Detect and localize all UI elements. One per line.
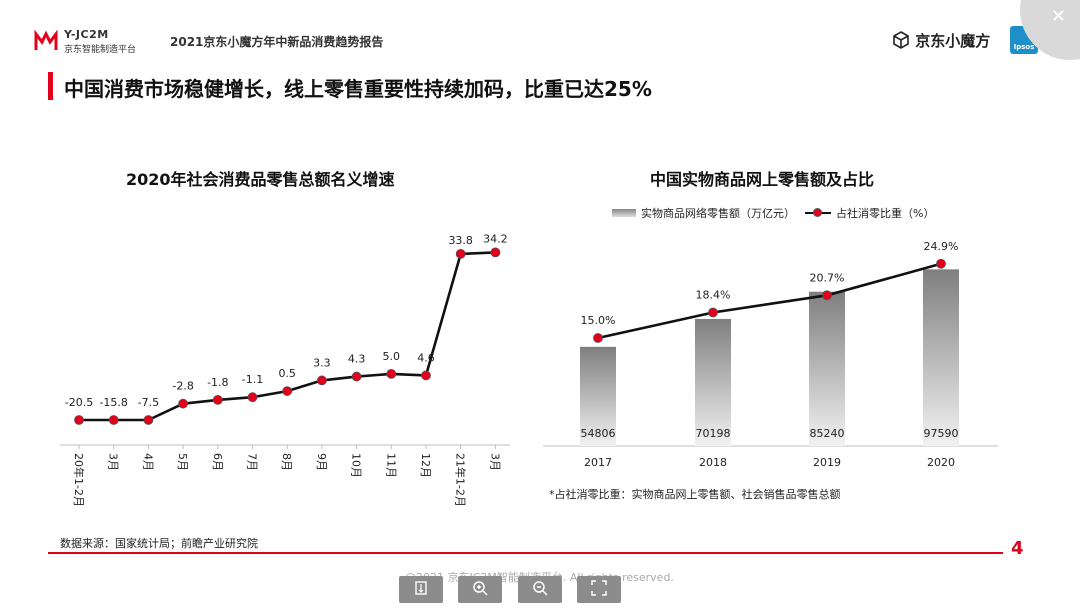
growth-value-label: -15.8 (99, 396, 127, 409)
growth-value-label: 33.8 (448, 234, 473, 247)
x-tick-label: 10月 (350, 453, 363, 478)
x-tick-label: 5月 (176, 453, 189, 471)
x-tick-label: 4月 (141, 453, 154, 471)
legend-bar-swatch (612, 209, 636, 217)
share-point (822, 290, 832, 301)
sales-value-label: 54806 (581, 427, 616, 440)
growth-point (386, 368, 397, 379)
x-tick-label: 6月 (211, 453, 224, 471)
close-icon[interactable]: ✕ (1050, 6, 1066, 27)
growth-value-label: -1.1 (242, 373, 263, 386)
growth-value-label: -1.8 (207, 376, 228, 389)
growth-point (351, 371, 362, 382)
sales-value-label: 97590 (924, 427, 959, 440)
share-point (708, 307, 718, 318)
x-tick-label: 3月 (488, 453, 501, 471)
growth-value-label: -7.5 (138, 396, 159, 409)
x-tick-label: 3月 (107, 453, 120, 471)
share-point (936, 258, 946, 269)
fit-page-button[interactable] (399, 576, 443, 603)
x-tick-label: 2020 (927, 456, 955, 469)
growth-point (212, 394, 223, 405)
chart1-title: 2020年社会消费品零售总额名义增速 (126, 170, 395, 189)
legend-bar-label: 实物商品网络零售额（万亿元） (641, 207, 795, 220)
zoom-in-icon (473, 581, 488, 596)
share-value-label: 15.0% (581, 314, 616, 327)
growth-value-label: -2.8 (172, 380, 193, 393)
x-tick-label: 8月 (280, 453, 293, 471)
jd-brand-logo: 京东小魔方 (892, 30, 990, 51)
growth-point (282, 386, 293, 396)
sales-value-label: 85240 (810, 427, 845, 440)
sales-bar (923, 269, 959, 446)
zoom-out-icon (533, 581, 548, 596)
x-tick-label: 7月 (246, 453, 259, 471)
share-value-label: 18.4% (696, 289, 731, 302)
share-value-label: 24.9% (924, 240, 959, 253)
report-title: 2021京东小魔方年中新品消费趋势报告 (170, 35, 384, 49)
growth-value-label: 3.3 (313, 356, 331, 369)
legend-dot-swatch (813, 208, 822, 217)
growth-point (455, 248, 466, 259)
page-number: 4 (1011, 538, 1024, 559)
growth-point (316, 375, 327, 386)
growth-value-label: 4.3 (348, 353, 366, 366)
fullscreen-button[interactable] (577, 576, 621, 603)
growth-value-label: 34.2 (483, 232, 508, 245)
share-line (597, 262, 942, 340)
growth-point (178, 398, 189, 409)
growth-point (490, 247, 501, 258)
jd-brand-label: 京东小魔方 (915, 32, 991, 50)
fit-page-icon (415, 581, 427, 595)
growth-point (247, 392, 258, 403)
zoom-out-button[interactable] (518, 576, 562, 603)
header: Y-JC2M 京东智能制造平台 2021京东小魔方年中新品消费趋势报告 京东小魔… (0, 0, 1080, 62)
sales-bar (695, 318, 731, 446)
legend-line-label: 占社消零比重（%） (836, 207, 935, 220)
growth-value-label: 4.6 (417, 351, 435, 364)
growth-point (74, 415, 84, 425)
page-title: 中国消费市场稳健增长，线上零售重要性持续加码，比重已达25% (64, 77, 652, 101)
x-tick-label: 2018 (699, 456, 727, 469)
growth-value-label: 0.5 (278, 367, 296, 380)
share-value-label: 20.7% (810, 271, 845, 284)
title-accent-bar (48, 72, 53, 100)
share-point (593, 333, 603, 343)
fullscreen-icon (591, 580, 607, 596)
growth-point (108, 415, 119, 425)
chart2-title: 中国实物商品网上零售额及占比 (650, 170, 875, 189)
zoom-in-button[interactable] (458, 576, 502, 603)
x-tick-label: 21年1-2月 (454, 453, 468, 507)
growth-value-label: 5.0 (383, 350, 401, 363)
sales-value-label: 70198 (696, 427, 731, 440)
footer-divider (48, 552, 1003, 554)
logo-subtext: 京东智能制造平台 (64, 45, 137, 55)
x-tick-label: 12月 (419, 453, 432, 478)
growth-point (143, 415, 154, 425)
x-tick-label: 9月 (315, 453, 328, 471)
cube-icon (893, 31, 909, 49)
jc2m-logo-icon (34, 30, 58, 50)
x-tick-label: 11月 (384, 453, 397, 478)
x-tick-label: 20年1-2月 (72, 453, 86, 507)
x-tick-label: 2017 (584, 456, 612, 469)
sales-bar (809, 291, 845, 446)
logo-text: Y-JC2M (64, 28, 109, 41)
sales-bar (580, 346, 616, 446)
growth-point (421, 370, 431, 381)
chart2-note: *占社消零比重：实物商品网上零售额、社会销售品零售总额 (549, 488, 841, 501)
x-tick-label: 2019 (813, 456, 841, 469)
growth-value-label: -20.5 (65, 396, 93, 409)
data-source: 数据来源：国家统计局；前瞻产业研究院 (60, 537, 258, 550)
